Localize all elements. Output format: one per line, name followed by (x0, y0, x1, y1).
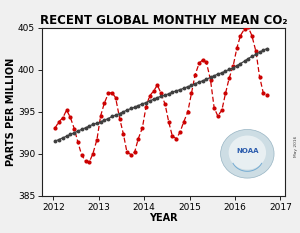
Text: May 2016: May 2016 (294, 135, 298, 157)
X-axis label: YEAR: YEAR (149, 213, 178, 223)
Ellipse shape (229, 136, 266, 170)
Title: RECENT GLOBAL MONTHLY MEAN CO₂: RECENT GLOBAL MONTHLY MEAN CO₂ (40, 14, 287, 27)
Ellipse shape (220, 130, 274, 178)
Y-axis label: PARTS PER MILLION: PARTS PER MILLION (6, 58, 16, 166)
Text: NOAA: NOAA (236, 148, 259, 154)
